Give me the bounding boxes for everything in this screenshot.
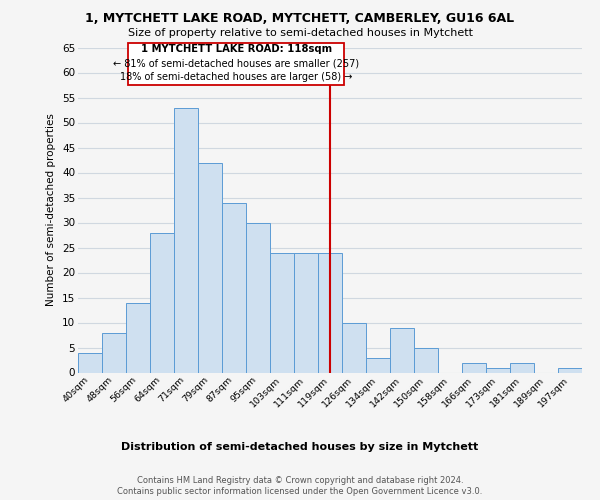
Text: Distribution of semi-detached houses by size in Mytchett: Distribution of semi-detached houses by … — [121, 442, 479, 452]
Bar — [558, 368, 582, 372]
Bar — [486, 368, 510, 372]
Bar — [390, 328, 414, 372]
Text: Contains public sector information licensed under the Open Government Licence v3: Contains public sector information licen… — [118, 487, 482, 496]
Bar — [150, 232, 174, 372]
Text: Size of property relative to semi-detached houses in Mytchett: Size of property relative to semi-detach… — [128, 28, 473, 38]
Text: ← 81% of semi-detached houses are smaller (257): ← 81% of semi-detached houses are smalle… — [113, 58, 359, 68]
Bar — [270, 252, 294, 372]
Bar — [318, 252, 342, 372]
Bar — [366, 358, 390, 372]
Bar — [510, 362, 534, 372]
Text: Contains HM Land Registry data © Crown copyright and database right 2024.: Contains HM Land Registry data © Crown c… — [137, 476, 463, 485]
Y-axis label: Number of semi-detached properties: Number of semi-detached properties — [46, 114, 56, 306]
Bar — [102, 332, 126, 372]
Bar — [198, 162, 222, 372]
FancyBboxPatch shape — [128, 42, 344, 85]
Text: 18% of semi-detached houses are larger (58) →: 18% of semi-detached houses are larger (… — [120, 72, 353, 82]
Bar — [174, 108, 198, 372]
Bar — [222, 202, 246, 372]
Bar — [342, 322, 366, 372]
Bar — [246, 222, 270, 372]
Bar — [294, 252, 318, 372]
Bar — [78, 352, 102, 372]
Bar — [414, 348, 438, 372]
Bar — [126, 302, 150, 372]
Text: 1, MYTCHETT LAKE ROAD, MYTCHETT, CAMBERLEY, GU16 6AL: 1, MYTCHETT LAKE ROAD, MYTCHETT, CAMBERL… — [85, 12, 515, 26]
Bar — [462, 362, 486, 372]
Text: 1 MYTCHETT LAKE ROAD: 118sqm: 1 MYTCHETT LAKE ROAD: 118sqm — [141, 44, 332, 54]
